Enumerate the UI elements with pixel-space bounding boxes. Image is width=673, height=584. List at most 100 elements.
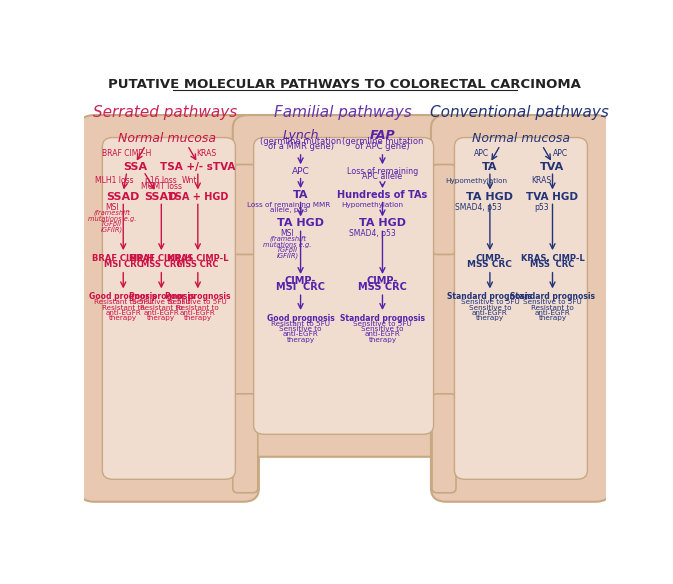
Text: Standard prognosis: Standard prognosis: [448, 292, 532, 301]
Text: Sensitive to 5FU: Sensitive to 5FU: [168, 299, 227, 305]
Text: BRAF CIMP-H: BRAF CIMP-H: [92, 254, 154, 263]
Text: mutations e.g.: mutations e.g.: [87, 215, 136, 221]
Text: TA HGD: TA HGD: [359, 218, 406, 228]
Text: therapy: therapy: [184, 315, 212, 321]
Text: mutations e.g.: mutations e.g.: [263, 242, 312, 248]
Text: Hundreds of TAs: Hundreds of TAs: [337, 190, 427, 200]
Text: TSA + HGD: TSA + HGD: [168, 192, 228, 202]
Text: Sensitive to: Sensitive to: [361, 326, 404, 332]
Text: TGFβII: TGFβII: [101, 221, 122, 227]
Text: Familial pathways: Familial pathways: [275, 105, 413, 120]
Text: Poor prognosis: Poor prognosis: [165, 292, 231, 301]
Text: MSS CRC: MSS CRC: [358, 282, 407, 292]
Text: anti-EGFR: anti-EGFR: [283, 332, 318, 338]
Text: therapy: therapy: [147, 315, 176, 321]
Text: MSS CRC: MSS CRC: [141, 260, 182, 269]
Text: TA: TA: [482, 162, 497, 172]
Text: anti-EGFR: anti-EGFR: [106, 310, 141, 316]
Text: Poor prognosis: Poor prognosis: [129, 292, 194, 301]
Text: Sensitive to: Sensitive to: [279, 326, 322, 332]
Text: BRAF CIMP-H: BRAF CIMP-H: [102, 150, 151, 158]
Text: APC: APC: [291, 167, 310, 176]
Text: Hypomethylation: Hypomethylation: [341, 202, 403, 208]
Text: Resistant to: Resistant to: [102, 304, 145, 311]
Text: IGFIIR): IGFIIR): [101, 226, 123, 232]
Text: therapy: therapy: [476, 315, 504, 321]
Text: TA HGD: TA HGD: [466, 192, 513, 202]
Text: MSS  CRC: MSS CRC: [530, 260, 575, 269]
Text: anti-EGFR: anti-EGFR: [534, 310, 571, 316]
Text: MGMT loss: MGMT loss: [141, 182, 182, 190]
Text: MSI  CRC: MSI CRC: [276, 282, 325, 292]
Text: Sensitive to 5FU: Sensitive to 5FU: [132, 299, 190, 305]
Text: SMAD4, p53: SMAD4, p53: [454, 203, 501, 212]
FancyBboxPatch shape: [432, 394, 456, 493]
Text: Lynch: Lynch: [283, 129, 319, 142]
Text: Resistant to 5FU: Resistant to 5FU: [271, 321, 330, 326]
Text: KRAS: KRAS: [532, 176, 552, 185]
Text: SSA: SSA: [123, 162, 147, 172]
Text: (germline mutation: (germline mutation: [260, 137, 341, 146]
Text: Hypomethylation: Hypomethylation: [446, 178, 507, 184]
FancyBboxPatch shape: [254, 138, 433, 434]
Text: TVA: TVA: [540, 162, 565, 172]
Text: Sensitive to 5FU: Sensitive to 5FU: [460, 299, 520, 305]
Text: KRAS, CIMP-L: KRAS, CIMP-L: [521, 254, 584, 263]
Text: IGFIIR): IGFIIR): [277, 252, 299, 259]
Text: Good prognosis: Good prognosis: [90, 292, 157, 301]
Text: Sensitive to: Sensitive to: [468, 304, 511, 311]
Text: Loss of remaining: Loss of remaining: [347, 167, 418, 176]
FancyBboxPatch shape: [431, 115, 611, 502]
Text: Good prognosis: Good prognosis: [267, 314, 334, 323]
Text: CIMP-: CIMP-: [367, 276, 398, 286]
FancyBboxPatch shape: [233, 165, 258, 255]
Text: APC allele: APC allele: [362, 172, 402, 181]
Text: SSAD: SSAD: [106, 192, 140, 202]
Text: MSS CRC: MSS CRC: [177, 260, 219, 269]
Text: SSAD: SSAD: [145, 192, 178, 202]
Text: MSI: MSI: [281, 230, 294, 238]
Text: of APC gene): of APC gene): [355, 142, 410, 151]
FancyBboxPatch shape: [79, 115, 259, 502]
Text: FAP: FAP: [369, 129, 395, 142]
Text: Resistant to 5FU: Resistant to 5FU: [94, 299, 153, 305]
Text: Sensitive to 5FU: Sensitive to 5FU: [353, 321, 412, 326]
Text: APC: APC: [474, 150, 489, 158]
Text: (frameshift: (frameshift: [94, 210, 131, 217]
FancyBboxPatch shape: [454, 138, 588, 479]
Text: TA HGD: TA HGD: [277, 218, 324, 228]
Text: anti-EGFR: anti-EGFR: [143, 310, 179, 316]
Text: anti-EGFR: anti-EGFR: [472, 310, 508, 316]
Text: Resistant to: Resistant to: [176, 304, 219, 311]
FancyBboxPatch shape: [233, 115, 454, 457]
Text: Conventional pathways: Conventional pathways: [430, 105, 609, 120]
Text: therapy: therapy: [287, 337, 315, 343]
Text: KRAS CIMP-L: KRAS CIMP-L: [168, 254, 228, 263]
Text: BRAF CIMP-H: BRAF CIMP-H: [131, 254, 192, 263]
Text: CIMP-: CIMP-: [285, 276, 316, 286]
Text: p53: p53: [534, 203, 549, 212]
Text: APC: APC: [553, 150, 569, 158]
Text: TA: TA: [293, 190, 308, 200]
Text: TSA +/- sTVA: TSA +/- sTVA: [160, 162, 236, 172]
Text: allele, p53: allele, p53: [271, 207, 308, 213]
Text: Normal mucosa: Normal mucosa: [118, 133, 215, 145]
Text: PUTATIVE MOLECULAR PATHWAYS TO COLORECTAL CARCINOMA: PUTATIVE MOLECULAR PATHWAYS TO COLORECTA…: [108, 78, 581, 91]
Text: (frameshift: (frameshift: [269, 236, 306, 242]
Text: MSS CRC: MSS CRC: [468, 260, 512, 269]
FancyBboxPatch shape: [102, 138, 236, 479]
Text: Wnt: Wnt: [182, 176, 197, 185]
Text: Loss of remaining MMR: Loss of remaining MMR: [248, 202, 330, 208]
Text: therapy: therapy: [368, 337, 396, 343]
Text: MSI CRC: MSI CRC: [104, 260, 143, 269]
Text: Standard prognosis: Standard prognosis: [510, 292, 595, 301]
Text: (germline mutation: (germline mutation: [342, 137, 423, 146]
Text: therapy: therapy: [538, 315, 567, 321]
Text: Resistant to: Resistant to: [531, 304, 574, 311]
Text: KRAS: KRAS: [196, 150, 216, 158]
Text: TGFβII: TGFβII: [277, 247, 298, 253]
Text: Standard prognosis: Standard prognosis: [340, 314, 425, 323]
Text: p16 loss: p16 loss: [145, 176, 177, 185]
Text: MLH1 loss: MLH1 loss: [95, 176, 134, 185]
Text: Normal mucosa: Normal mucosa: [472, 133, 570, 145]
